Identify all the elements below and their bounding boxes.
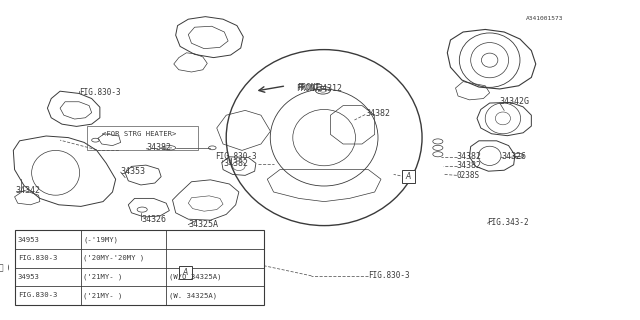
Text: 34353: 34353 [121, 167, 146, 176]
Text: FIG.830-3: FIG.830-3 [18, 255, 57, 261]
Text: 34382: 34382 [457, 152, 482, 161]
Text: ('20MY-'20MY ): ('20MY-'20MY ) [83, 255, 145, 261]
Text: 34382: 34382 [223, 159, 248, 168]
Text: ('21MY- ): ('21MY- ) [83, 292, 123, 299]
Text: A: A [406, 172, 411, 181]
Bar [179, 266, 193, 279]
Text: 0238S: 0238S [457, 171, 480, 180]
Bar [401, 170, 415, 183]
Circle shape [0, 260, 8, 275]
Text: (W/O 34325A): (W/O 34325A) [169, 274, 221, 280]
Text: ('21MY- ): ('21MY- ) [83, 274, 123, 280]
Text: FIG.830-3: FIG.830-3 [369, 271, 410, 280]
Text: 34342: 34342 [16, 186, 41, 195]
Text: 34342G: 34342G [500, 97, 530, 106]
Text: 34382: 34382 [457, 161, 482, 170]
Text: <FOR STRG HEATER>: <FOR STRG HEATER> [102, 132, 176, 137]
Text: (-'19MY): (-'19MY) [83, 236, 118, 243]
Text: 34382: 34382 [365, 109, 390, 118]
Text: A: A [183, 268, 188, 277]
Text: 34325A: 34325A [188, 220, 218, 228]
Text: 34382: 34382 [146, 143, 171, 152]
Text: FIG.343-2: FIG.343-2 [487, 218, 529, 227]
Text: 34953: 34953 [18, 237, 40, 243]
Text: FRONT: FRONT [296, 84, 319, 93]
Text: 34326: 34326 [501, 152, 526, 161]
Text: 34312: 34312 [318, 84, 343, 92]
Text: FIG.830-3: FIG.830-3 [79, 88, 121, 97]
Text: (W. 34325A): (W. 34325A) [169, 292, 217, 299]
Text: FIG.830-3: FIG.830-3 [18, 292, 57, 298]
Text: FRONT: FRONT [298, 83, 321, 92]
Bar [15, 230, 264, 305]
Text: FIG.830-3: FIG.830-3 [216, 152, 257, 161]
Text: 34326: 34326 [141, 215, 166, 224]
Text: ①: ① [0, 263, 3, 272]
Text: A341001573: A341001573 [526, 16, 564, 21]
Text: 34953: 34953 [18, 274, 40, 280]
Bar [87, 126, 198, 150]
